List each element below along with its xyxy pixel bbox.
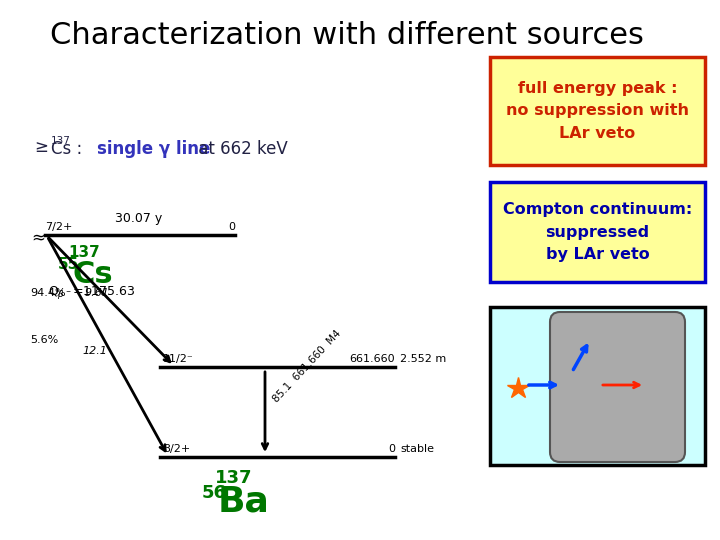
Text: 661.660: 661.660 — [349, 354, 395, 364]
Text: 137: 137 — [51, 136, 71, 146]
Text: 11/2⁻: 11/2⁻ — [163, 354, 194, 364]
Text: 55: 55 — [58, 257, 79, 272]
Text: ≥: ≥ — [35, 138, 54, 156]
Text: 137: 137 — [215, 469, 253, 487]
Text: Q$_{\beta^-}$=1175.63: Q$_{\beta^-}$=1175.63 — [48, 284, 135, 301]
FancyBboxPatch shape — [490, 57, 705, 165]
Text: 7/2+: 7/2+ — [45, 222, 73, 232]
Text: 85.1  661.660  M4: 85.1 661.660 M4 — [271, 328, 343, 404]
Text: Ba: Ba — [218, 485, 270, 519]
Text: 56: 56 — [202, 484, 227, 502]
Text: stable: stable — [400, 444, 434, 454]
Text: 137: 137 — [68, 245, 100, 260]
Text: 94.4%: 94.4% — [30, 288, 66, 298]
Text: Cs: Cs — [72, 260, 112, 289]
Text: at 662 keV: at 662 keV — [193, 140, 288, 158]
Text: 0: 0 — [228, 222, 235, 232]
Text: Cs :: Cs : — [51, 140, 88, 158]
Text: 12.1: 12.1 — [82, 346, 107, 356]
Text: 3/2+: 3/2+ — [163, 444, 190, 454]
Text: 9.61: 9.61 — [85, 288, 110, 298]
Text: 5.6%: 5.6% — [30, 335, 58, 345]
FancyBboxPatch shape — [550, 312, 685, 462]
Text: Characterization with different sources: Characterization with different sources — [50, 21, 644, 50]
Text: ≈: ≈ — [31, 228, 45, 246]
Text: single γ line: single γ line — [97, 140, 210, 158]
Text: 0: 0 — [388, 444, 395, 454]
Text: full energy peak :
no suppression with
LAr veto: full energy peak : no suppression with L… — [506, 82, 689, 141]
Text: 30.07 y: 30.07 y — [115, 212, 162, 225]
Text: Compton continuum:
suppressed
by LAr veto: Compton continuum: suppressed by LAr vet… — [503, 202, 692, 262]
FancyBboxPatch shape — [490, 307, 705, 465]
FancyBboxPatch shape — [490, 182, 705, 282]
Text: 2.552 m: 2.552 m — [400, 354, 446, 364]
